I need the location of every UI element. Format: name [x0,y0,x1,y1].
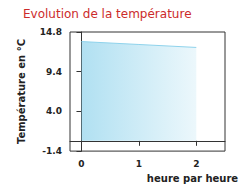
svg-text:heure par heure: heure par heure [147,173,238,184]
svg-text:4.0: 4.0 [46,106,62,116]
svg-text:Température en °C: Température en °C [16,39,27,144]
svg-text:0: 0 [78,159,84,169]
svg-text:-1.4: -1.4 [42,146,62,156]
svg-text:2: 2 [193,159,199,169]
svg-text:1: 1 [136,159,142,169]
svg-text:14.8: 14.8 [40,27,62,37]
svg-text:Evolution de la température: Evolution de la température [23,7,192,21]
svg-text:9.4: 9.4 [46,67,62,77]
